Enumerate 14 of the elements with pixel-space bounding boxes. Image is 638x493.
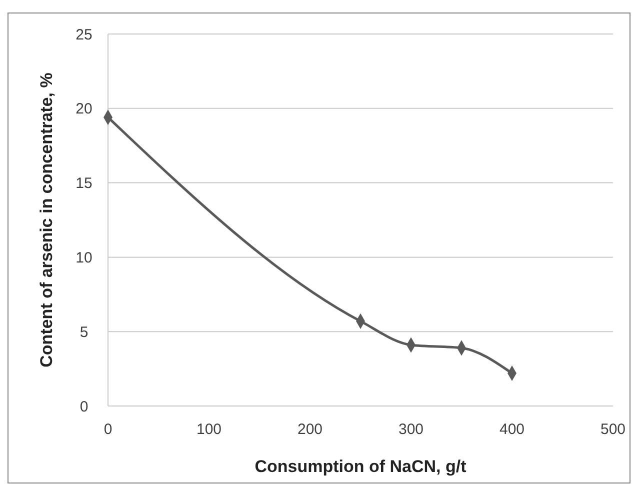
y-tick-label: 0 [80, 398, 88, 416]
y-tick-label: 10 [76, 249, 92, 266]
x-tick-label: 400 [499, 421, 525, 438]
x-tick-label: 200 [297, 421, 323, 438]
y-tick-label: 20 [76, 100, 92, 118]
x-tick-label: 100 [196, 421, 222, 438]
x-tick-label: 500 [600, 421, 626, 438]
y-tick-label: 15 [76, 175, 92, 192]
x-axis-title: Consumption of NaCN, g/t [254, 457, 467, 476]
y-axis-title: Content of arsenic in concentrate, % [37, 72, 56, 368]
y-tick-label: 25 [76, 26, 92, 44]
y-tick-label: 5 [80, 324, 88, 341]
x-tick-label: 300 [398, 421, 424, 438]
x-tick-label: 0 [104, 421, 112, 438]
